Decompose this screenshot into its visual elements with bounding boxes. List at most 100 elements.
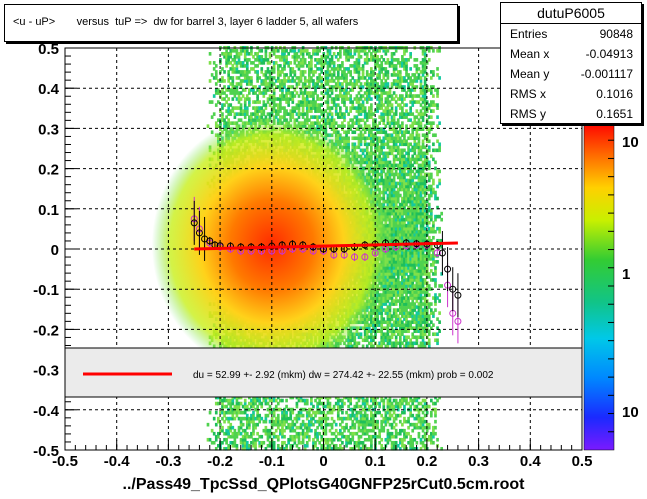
heatmap-cell bbox=[208, 100, 212, 104]
heatmap-cell bbox=[260, 58, 264, 62]
heatmap-cell bbox=[303, 70, 307, 74]
heatmap-cell bbox=[303, 112, 307, 116]
heatmap-cell bbox=[287, 425, 290, 430]
heatmap-cell bbox=[216, 88, 220, 92]
heatmap-cell bbox=[256, 422, 259, 427]
heatmap-cell bbox=[235, 410, 239, 415]
heatmap-cell bbox=[303, 425, 307, 430]
heatmap-cell bbox=[312, 106, 315, 110]
heatmap-cell bbox=[219, 58, 222, 62]
heatmap-cell bbox=[312, 410, 315, 415]
heatmap-cell bbox=[297, 82, 301, 86]
heatmap-cell bbox=[295, 413, 299, 418]
heatmap-cell bbox=[214, 401, 218, 406]
heatmap-cell bbox=[305, 91, 309, 95]
heatmap-cell bbox=[299, 61, 303, 65]
heatmap-cell bbox=[223, 404, 226, 409]
heatmap-cell bbox=[233, 85, 237, 89]
heatmap-cell bbox=[252, 404, 255, 409]
heatmap-cell bbox=[225, 446, 228, 451]
heatmap-cell bbox=[223, 52, 226, 56]
heatmap-cell bbox=[312, 91, 315, 95]
heatmap-cell bbox=[223, 55, 226, 59]
heatmap-cell bbox=[318, 85, 321, 89]
heatmap-cell bbox=[252, 88, 255, 92]
heatmap-cell bbox=[318, 416, 321, 421]
heatmap-cell bbox=[293, 70, 297, 74]
heatmap-cell bbox=[254, 437, 257, 442]
heatmap-cell bbox=[289, 425, 293, 430]
heatmap-cell bbox=[254, 401, 257, 406]
heatmap-cell bbox=[316, 109, 319, 113]
heatmap-cell bbox=[318, 440, 321, 445]
heatmap-cell bbox=[303, 61, 307, 65]
heatmap-cell bbox=[260, 49, 264, 53]
heatmap-cell bbox=[297, 437, 301, 442]
heatmap-cell bbox=[231, 431, 235, 436]
heatmap-cell bbox=[266, 401, 270, 406]
heatmap-cell bbox=[305, 118, 309, 122]
heatmap-cell bbox=[227, 443, 231, 448]
heatmap-cell bbox=[318, 395, 321, 400]
heatmap-cell bbox=[252, 422, 255, 427]
heatmap-cell bbox=[283, 82, 286, 86]
heatmap-cell bbox=[310, 91, 313, 95]
heatmap-cell bbox=[295, 55, 299, 59]
heatmap-cell bbox=[289, 416, 293, 421]
heatmap-cell bbox=[231, 91, 235, 95]
heatmap-cell bbox=[303, 76, 307, 80]
heatmap-cell bbox=[233, 58, 237, 62]
heatmap-cell bbox=[285, 97, 288, 101]
heatmap-cell bbox=[239, 425, 243, 430]
heatmap-cell bbox=[266, 82, 270, 86]
heatmap-cell bbox=[266, 437, 270, 442]
heatmap-cell bbox=[243, 443, 247, 448]
heatmap-cell bbox=[289, 395, 293, 400]
heatmap-cell bbox=[303, 401, 307, 406]
heatmap-cell bbox=[303, 88, 307, 92]
heatmap-cell bbox=[254, 443, 257, 448]
heatmap-cell bbox=[316, 404, 319, 409]
heatmap-cell bbox=[227, 401, 231, 406]
heatmap-cell bbox=[266, 431, 270, 436]
heatmap-cell bbox=[223, 70, 226, 74]
heatmap-cell bbox=[301, 49, 305, 53]
heatmap-cell bbox=[301, 407, 305, 412]
heatmap-cell bbox=[285, 413, 288, 418]
heatmap-cell bbox=[264, 413, 268, 418]
heatmap-cell bbox=[233, 112, 237, 116]
heatmap-cell bbox=[291, 395, 295, 400]
heatmap-cell bbox=[239, 440, 243, 445]
heatmap-cell bbox=[297, 395, 301, 400]
heatmap-cell bbox=[318, 61, 321, 65]
heatmap-cell bbox=[221, 79, 224, 83]
heatmap-cell bbox=[245, 425, 249, 430]
heatmap-cell bbox=[297, 410, 301, 415]
heatmap-cell bbox=[272, 395, 276, 400]
heatmap-cell bbox=[231, 88, 235, 92]
heatmap-cell bbox=[316, 121, 319, 125]
heatmap-cell bbox=[295, 76, 299, 80]
heatmap-cell bbox=[291, 434, 295, 439]
heatmap-cell bbox=[299, 70, 303, 74]
heatmap-cell bbox=[272, 109, 276, 113]
heatmap-cell bbox=[208, 437, 212, 442]
heatmap-cell bbox=[225, 52, 228, 56]
heatmap-cell bbox=[229, 61, 233, 65]
heatmap-cell bbox=[303, 58, 307, 62]
heatmap-cell bbox=[279, 100, 282, 104]
heatmap-cell bbox=[266, 407, 270, 412]
heatmap-cell bbox=[312, 440, 315, 445]
heatmap-cell bbox=[287, 112, 290, 116]
heatmap-cell bbox=[299, 79, 303, 83]
heatmap-cell bbox=[318, 73, 321, 77]
heatmap-cell bbox=[283, 413, 286, 418]
heatmap-cell bbox=[291, 100, 295, 104]
heatmap-cell bbox=[256, 100, 259, 104]
heatmap-cell bbox=[260, 55, 264, 59]
heatmap-cell bbox=[301, 55, 305, 59]
heatmap-cell bbox=[245, 82, 249, 86]
heatmap-cell bbox=[219, 70, 222, 74]
heatmap-cell bbox=[243, 49, 247, 53]
heatmap-cell bbox=[254, 446, 257, 451]
